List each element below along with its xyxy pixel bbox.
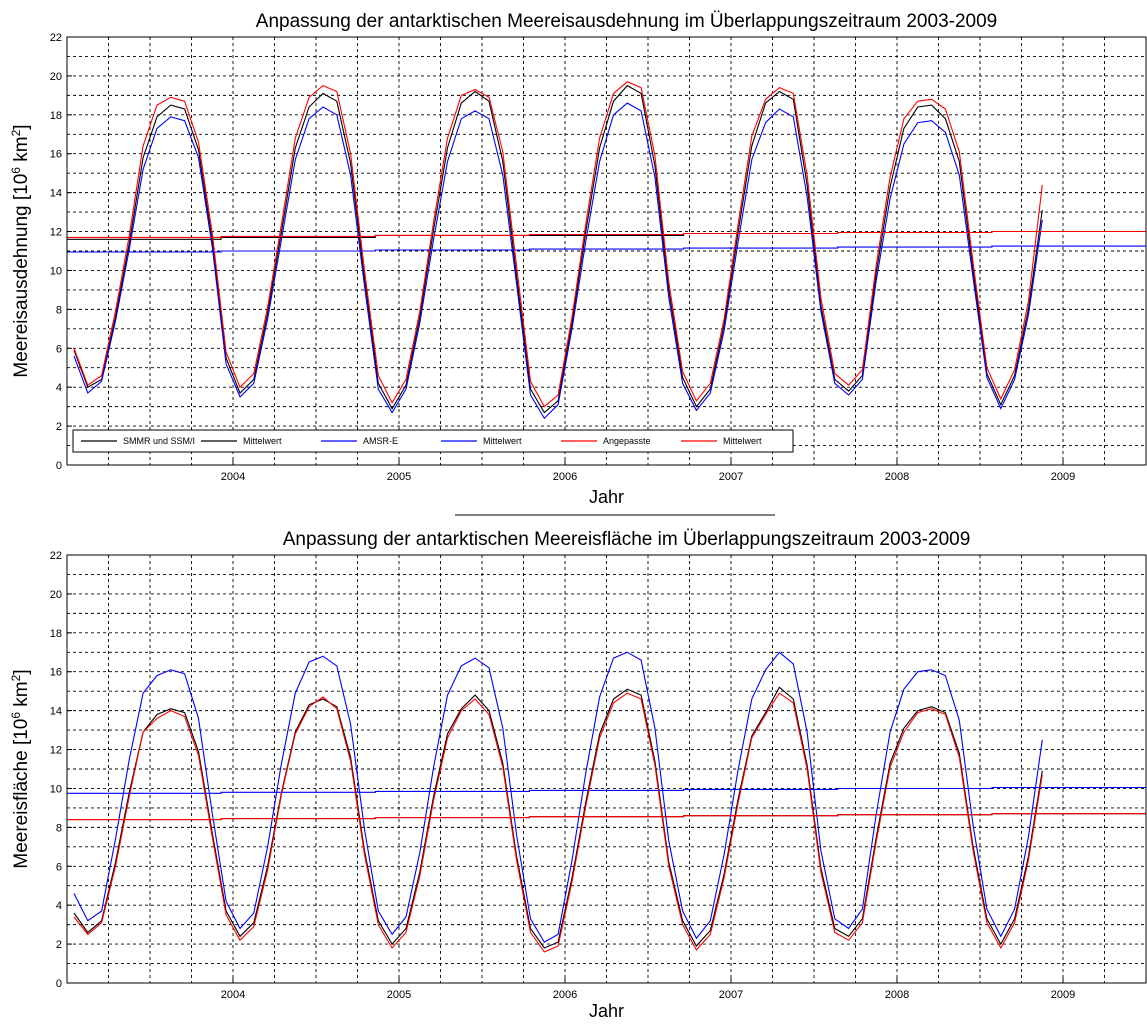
legend: SMMR und SSM/I Mittelwert AMSR-E Mittelwert…: [72, 429, 794, 453]
y-tick-label: 2: [56, 939, 62, 951]
y-axis-label-part: Meereisausdehnung [10: [11, 174, 32, 378]
x-tick-label: 2006: [553, 989, 577, 1001]
chart-1: 0 2 4 6 8 10 12 14 16 18 20 22 2004 2005 2006 2007 2008 2…: [9, 11, 1147, 516]
y-axis-label-part: ]: [11, 124, 32, 129]
x-tick-label: 2007: [719, 471, 743, 483]
y-tick-label: 20: [50, 589, 62, 601]
legend-label: Mittelwert: [723, 436, 762, 446]
y-axis-label-part: 6: [9, 167, 23, 174]
x-tick-label: 2005: [387, 471, 411, 483]
x-axis-label: Jahr: [589, 1001, 624, 1021]
y-tick-label: 8: [56, 304, 62, 316]
series-line-1: [73, 686, 1043, 949]
y-tick-label: 6: [56, 343, 62, 355]
y-tick-label: 8: [56, 822, 62, 834]
y-tick-label: 6: [56, 861, 62, 873]
series-line-1: [73, 84, 1043, 414]
series-line-4: [67, 786, 1146, 794]
chart-2: 0 2 4 6 8 10 12 14 16 18 20 22 2004 2005 2006 2007 2008 2…: [9, 529, 1147, 1021]
y-tick-label: 14: [50, 706, 62, 718]
series-line-5: [73, 81, 1043, 408]
y-axis-label-part: 6: [9, 712, 23, 719]
y-tick-label: 22: [50, 550, 62, 562]
x-tick-label: 2009: [1051, 989, 1075, 1001]
y-tick-label: 10: [50, 265, 62, 277]
series-line-6: [67, 230, 1146, 238]
x-tick-label: 2007: [719, 989, 743, 1001]
x-axis-label: Jahr: [589, 487, 624, 507]
y-tick-label: 18: [50, 628, 62, 640]
y-axis-label-part: km: [11, 136, 32, 167]
y-axis-label: Meereisausdehnung [106 km2]: [9, 124, 32, 377]
legend-box: [72, 429, 794, 453]
y-tick-label: 4: [56, 900, 62, 912]
y-tick-label: 0: [56, 460, 62, 472]
y-tick-label: 16: [50, 667, 62, 679]
y-tick-label: 12: [50, 745, 62, 757]
y-tick-label: 14: [50, 188, 62, 200]
y-axis-label: Meereisfläche [106 km2]: [9, 669, 32, 868]
x-tick-label: 2009: [1051, 471, 1075, 483]
y-axis-label-part: Meereisfläche [10: [11, 719, 32, 869]
plot-frame: [66, 554, 1147, 984]
chart-title: Anpassung der antarktischen Meereisfläch…: [283, 529, 971, 550]
legend-label: Mittelwert: [243, 436, 282, 446]
series-line-3: [73, 651, 1043, 943]
y-tick-label: 4: [56, 382, 62, 394]
series-line-4: [67, 245, 1146, 253]
legend-label: Mittelwert: [483, 436, 522, 446]
series-line-3: [73, 102, 1043, 420]
x-tick-label: 2004: [221, 989, 245, 1001]
series-line-6: [67, 813, 1146, 821]
legend-label: Angepasste: [603, 436, 651, 446]
legend-label: AMSR-E: [363, 436, 398, 446]
x-tick-label: 2008: [885, 471, 909, 483]
plot-frame: [66, 36, 1147, 466]
x-tick-label: 2005: [387, 989, 411, 1001]
x-tick-label: 2008: [885, 989, 909, 1001]
y-tick-label: 16: [50, 149, 62, 161]
y-axis-label-part: 2: [9, 129, 23, 136]
x-tick-label: 2004: [221, 471, 245, 483]
chart-title: Anpassung der antarktischen Meereisausde…: [256, 11, 997, 32]
grid: [67, 37, 1146, 465]
y-axis-label-part: 2: [9, 674, 23, 681]
y-tick-label: 2: [56, 421, 62, 433]
x-tick-label: 2006: [553, 471, 577, 483]
y-tick-label: 22: [50, 32, 62, 44]
y-tick-label: 20: [50, 71, 62, 83]
y-axis-label-part: ]: [11, 669, 32, 674]
y-tick-label: 18: [50, 110, 62, 122]
grid: [67, 555, 1146, 983]
y-tick-label: 0: [56, 978, 62, 990]
y-tick-label: 12: [50, 227, 62, 239]
series-line-5: [73, 692, 1043, 953]
y-axis-label-part: km: [11, 681, 32, 712]
legend-label: SMMR und SSM/I: [123, 436, 195, 446]
y-tick-label: 10: [50, 783, 62, 795]
